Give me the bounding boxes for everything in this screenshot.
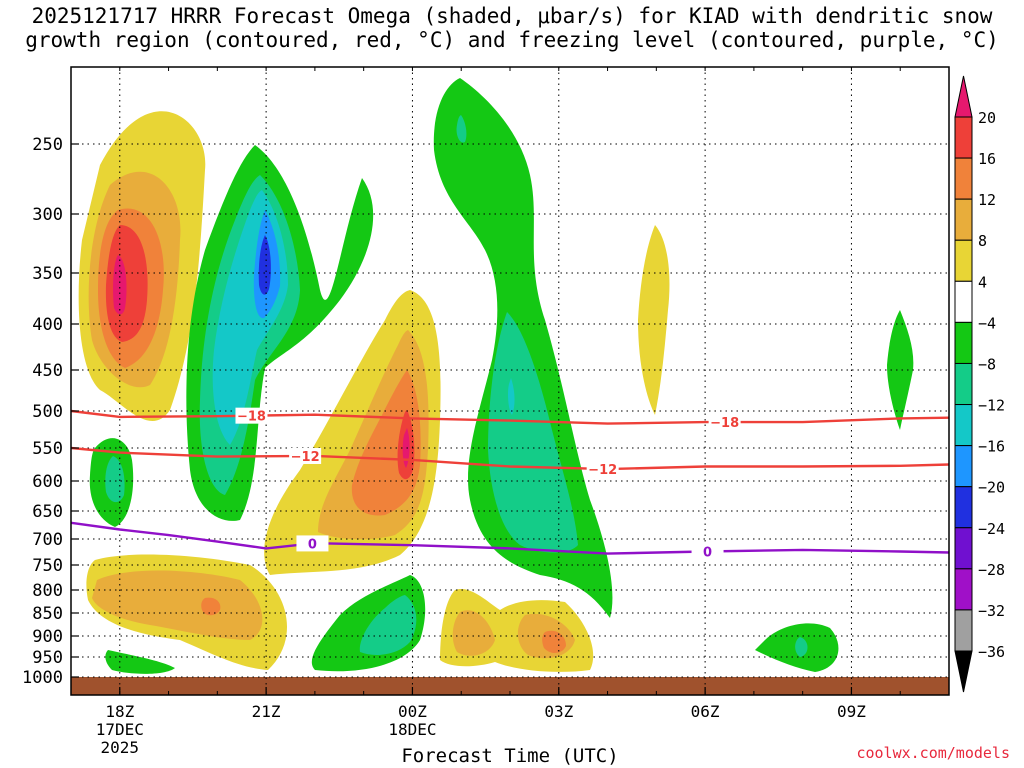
omega-colorbar: 20 16 12 8 4 −4 −8 −12 −16 −20 −24 −28 −32 −36 [954,75,1005,693]
x-tick-year-18Z: 2025 [101,738,140,757]
omega-upward-motion-area-18z [78,111,206,421]
colorbar-label-0: 20 [978,109,996,127]
x-tick-date-00Z: 18DEC [388,720,436,739]
contour-label-2-1: 0 [703,545,712,560]
y-tick-label-550: 550 [32,439,63,459]
y-tick-label-900: 900 [32,627,63,647]
horizontal-gridlines [71,143,949,678]
colorbar-box-1 [954,157,973,200]
colorbar-label-12: −32 [978,602,1005,620]
y-tick-label-750: 750 [32,556,63,576]
ground-surface [71,677,949,695]
colorbar-box-3 [954,239,973,282]
x-tick-label-18Z: 18Z [105,702,134,721]
website-credit[interactable]: coolwx.com/models [856,744,1010,762]
contour-label-bg [708,414,741,431]
x-tick-label-00Z: 00Z [398,702,427,721]
y-tick-label-1000: 1000 [22,668,63,688]
x-tick-label-03Z: 03Z [544,702,573,721]
contour-label-0-1: −18 [710,416,739,431]
colorbar-box-8 [954,445,973,488]
contour-label-1-1: −12 [588,463,617,478]
y-tick-label-300: 300 [32,205,63,225]
contour-line-1 [71,446,949,471]
contour-label-2-0: 0 [308,537,317,552]
colorbar-bottom-arrow [954,650,973,693]
contour-label-1-0: −12 [291,450,320,465]
x-axis-label: Forecast Time (UTC) [401,745,619,767]
y-tick-label-450: 450 [32,361,63,381]
contour-label-0-0: −18 [237,410,266,425]
y-tick-label-600: 600 [32,472,63,492]
colorbar-label-6: −8 [978,355,996,373]
colorbar-box-0 [954,116,973,159]
colorbar-box-7 [954,404,973,447]
contour-label-bg [289,447,322,464]
omega-downward-motion-area-low-levels [89,310,914,674]
colorbar-box-12 [954,609,973,652]
omega-upward-motion-area-low-levels [86,554,594,672]
colorbar-box-11 [954,568,973,611]
colorbar-label-9: −20 [978,479,1005,497]
x-tick-label-06Z: 06Z [691,702,720,721]
y-tick-label-500: 500 [32,402,63,422]
contour-label-bg [691,543,724,560]
y-tick-label-700: 700 [32,530,63,550]
y-tick-label-650: 650 [32,502,63,522]
colorbar-top-arrow [954,75,973,118]
colorbar-label-11: −28 [978,561,1005,579]
colorbar-label-7: −12 [978,397,1005,415]
colorbar-label-4: 4 [978,273,987,291]
omega-upward-motion-area-00z [264,290,441,575]
contour-line-2 [71,521,949,555]
omega-upward-motion-area-05z [638,225,670,415]
temperature-contours: −18 −18 −12 −12 0 0 [71,407,949,560]
colorbar-label-1: 16 [978,150,996,168]
y-tick-label-250: 250 [32,135,63,155]
y-tick-label-950: 950 [32,648,63,668]
contour-label-bg [586,460,619,477]
x-tick-date-18Z: 17DEC [96,720,144,739]
colorbar-label-13: −36 [978,643,1005,661]
contour-label-bg [296,535,329,552]
colorbar-label-10: −24 [978,520,1005,538]
colorbar-label-5: −4 [978,314,996,332]
colorbar-box-9 [954,486,973,529]
colorbar-label-3: 8 [978,232,987,250]
chart-title: 2025121717 HRRR Forecast Omega (shaded, … [25,4,999,52]
colorbar-box-5 [954,321,973,364]
colorbar-label-2: 12 [978,191,996,209]
colorbar-box-2 [954,198,973,241]
y-axis-pressure: 250 300 350 400 450 500 550 600 650 700 750 800 850 9… [22,135,79,688]
colorbar-box-4 [954,280,973,323]
y-tick-label-850: 850 [32,604,63,624]
colorbar-box-10 [954,527,973,570]
x-tick-label-09Z: 09Z [837,702,866,721]
contour-line-0 [71,409,949,425]
contour-label-bg [235,407,268,424]
x-tick-label-21Z: 21Z [252,702,281,721]
colorbar-label-8: −16 [978,438,1005,456]
y-tick-label-400: 400 [32,315,63,335]
y-tick-label-350: 350 [32,264,63,284]
colorbar-box-6 [954,362,973,406]
y-tick-label-800: 800 [32,581,63,601]
omega-downward-motion-area-01z-03z [433,78,613,618]
